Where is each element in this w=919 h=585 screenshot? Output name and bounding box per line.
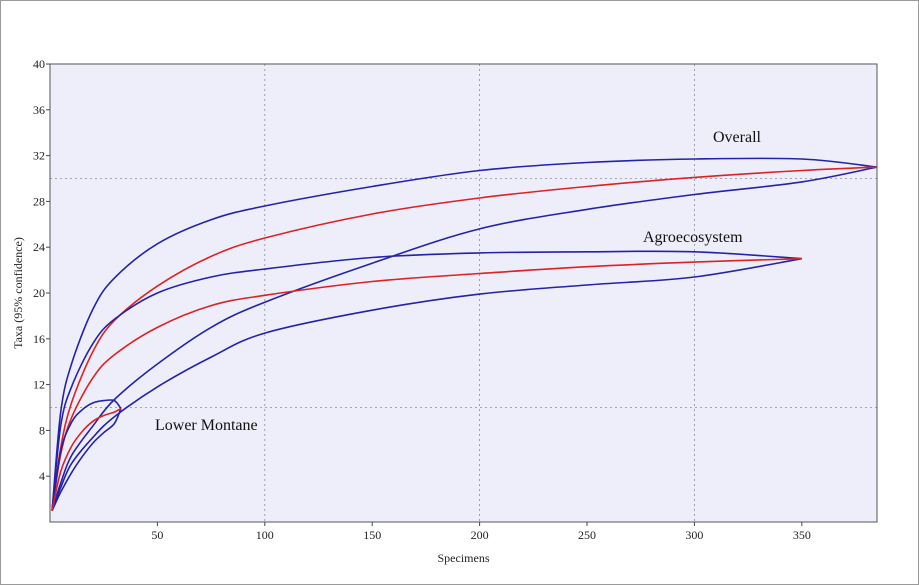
y-tick-label: 8 (39, 423, 45, 437)
x-tick-label: 250 (578, 528, 596, 542)
lower-montane-mean-line (51, 407, 122, 511)
grid-lines (50, 64, 877, 522)
x-axis-ticks: 50 100 150 200 250 300 350 (151, 522, 811, 542)
y-tick-label: 40 (33, 57, 45, 71)
overall-mean-line (51, 166, 878, 511)
y-tick-label: 4 (39, 469, 45, 483)
overall-upper-bound-line (51, 157, 878, 511)
y-tick-label: 24 (33, 240, 45, 254)
y-tick-label: 36 (33, 103, 45, 117)
plot-area (50, 64, 877, 522)
x-tick-label: 50 (151, 528, 163, 542)
lower-montane-upper-bound-line (51, 399, 122, 511)
x-axis-label: Specimens (438, 551, 490, 565)
x-tick-label: 100 (256, 528, 274, 542)
y-tick-label: 28 (33, 194, 45, 208)
y-tick-label: 12 (33, 378, 45, 392)
y-tick-label: 16 (33, 332, 45, 346)
y-tick-label: 32 (33, 149, 45, 163)
agroecosystem-upper-bound-line (51, 250, 802, 511)
lower-montane-lower-bound-line (51, 408, 122, 511)
annotation-overall: Overall (713, 129, 762, 146)
annotation-lower-montane: Lower Montane (155, 417, 258, 434)
series-curves (51, 157, 878, 511)
x-tick-label: 200 (471, 528, 489, 542)
y-tick-label: 20 (33, 286, 45, 300)
agroecosystem-lower-bound-line (51, 257, 802, 511)
x-tick-label: 300 (685, 528, 703, 542)
overall-lower-bound-line (51, 166, 878, 511)
annotation-agroecosystem: Agroecosystem (643, 229, 743, 246)
x-tick-label: 150 (363, 528, 381, 542)
agroecosystem-mean-line (51, 257, 802, 511)
plot-border (49, 63, 878, 523)
y-axis-label: Taxa (95% confidence) (11, 237, 25, 349)
x-tick-label: 350 (793, 528, 811, 542)
y-axis-ticks: 4 8 12 16 20 24 28 32 36 40 (33, 57, 50, 483)
